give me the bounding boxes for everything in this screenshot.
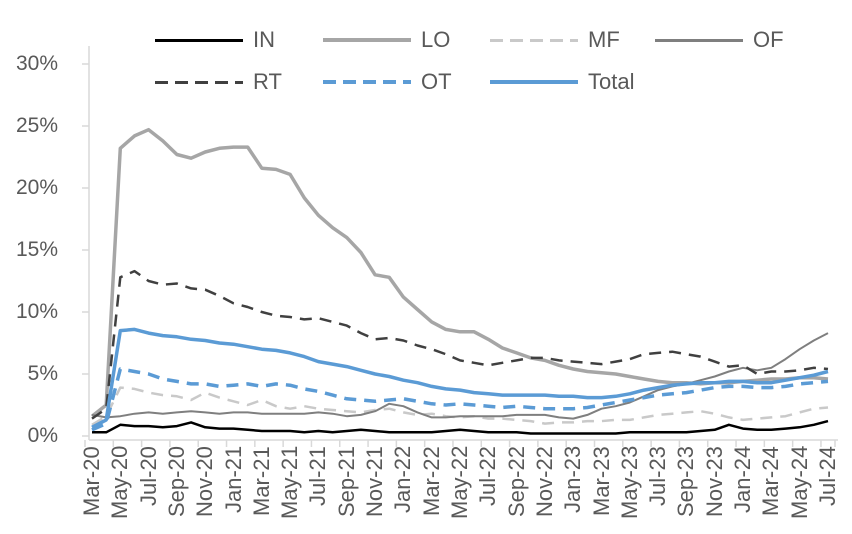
x-axis-label: Jan-23	[560, 446, 586, 514]
x-axis-label: Nov-21	[362, 446, 388, 517]
series-line-ot	[91, 367, 829, 432]
legend-label: IN	[253, 27, 275, 52]
legend-item-ot: OT	[323, 69, 452, 94]
x-axis-label: Jan-24	[730, 446, 756, 514]
legend-line-swatch	[155, 38, 243, 42]
y-axis-label: 10%	[15, 300, 58, 323]
series-line-of	[91, 332, 829, 420]
x-axis-label: Jan-21	[220, 446, 246, 514]
y-axis-label: 15%	[15, 238, 58, 261]
legend-item-mf: MF	[490, 27, 620, 52]
x-axis-label: Sep-22	[503, 446, 529, 517]
series-line-lo	[90, 127, 829, 418]
y-axis-label: 20%	[15, 176, 58, 199]
legend-line-swatch	[490, 38, 578, 42]
x-axis-label: Mar-21	[248, 446, 274, 516]
x-axis-label: Sep-20	[163, 446, 189, 517]
legend-line-swatch	[655, 38, 743, 42]
legend-label: LO	[421, 27, 451, 52]
legend-item-of: OF	[655, 27, 784, 52]
legend-label: OF	[753, 27, 784, 52]
legend-item-lo: LO	[323, 27, 451, 52]
x-axis-label: May-22	[446, 446, 472, 520]
x-axis-label: Jul-23	[645, 446, 671, 506]
series-line-total	[91, 327, 829, 429]
legend-line-swatch	[323, 80, 411, 84]
x-axis-label: Nov-20	[192, 446, 218, 517]
y-axis-label: 5%	[27, 362, 58, 385]
legend-label: OT	[421, 69, 452, 94]
y-axis-label: 0%	[27, 424, 58, 447]
legend-line-swatch	[323, 38, 411, 42]
series-line-in	[92, 419, 829, 435]
x-axis-label: Jan-22	[390, 446, 416, 514]
x-axis-label: Mar-22	[418, 446, 444, 516]
legend-label: RT	[253, 69, 282, 94]
x-axis-label: May-20	[107, 446, 133, 520]
x-axis-label: Jul-21	[305, 446, 331, 506]
x-axis-label: Mar-23	[588, 446, 614, 516]
legend-line-swatch	[490, 80, 578, 84]
x-axis-label: Jul-20	[135, 446, 161, 506]
x-axis-label: May-21	[277, 446, 303, 520]
legend-item-total: Total	[490, 69, 635, 94]
x-axis-label: Sep-21	[333, 446, 359, 517]
y-axis-label: 30%	[15, 52, 58, 75]
x-axis-label: Mar-20	[79, 446, 104, 516]
y-axis-label: 25%	[15, 114, 58, 137]
legend-item-rt: RT	[155, 69, 282, 94]
x-axis-label: Nov-22	[531, 446, 557, 517]
x-axis-label: Jul-24	[814, 446, 840, 506]
legend-line-swatch	[155, 80, 243, 84]
x-axis-label: Sep-23	[673, 446, 699, 517]
x-axis-label: Mar-24	[758, 446, 784, 516]
x-axis-label: Jul-22	[475, 446, 501, 506]
x-axis-label: May-23	[616, 446, 642, 520]
x-axis-label: May-24	[786, 446, 812, 520]
legend-label: MF	[588, 27, 620, 52]
series-line-mf	[91, 386, 829, 426]
legend-label: Total	[588, 69, 635, 94]
series-line-rt	[91, 269, 829, 420]
legend-item-in: IN	[155, 27, 275, 52]
x-axis-label: Nov-23	[701, 446, 727, 517]
